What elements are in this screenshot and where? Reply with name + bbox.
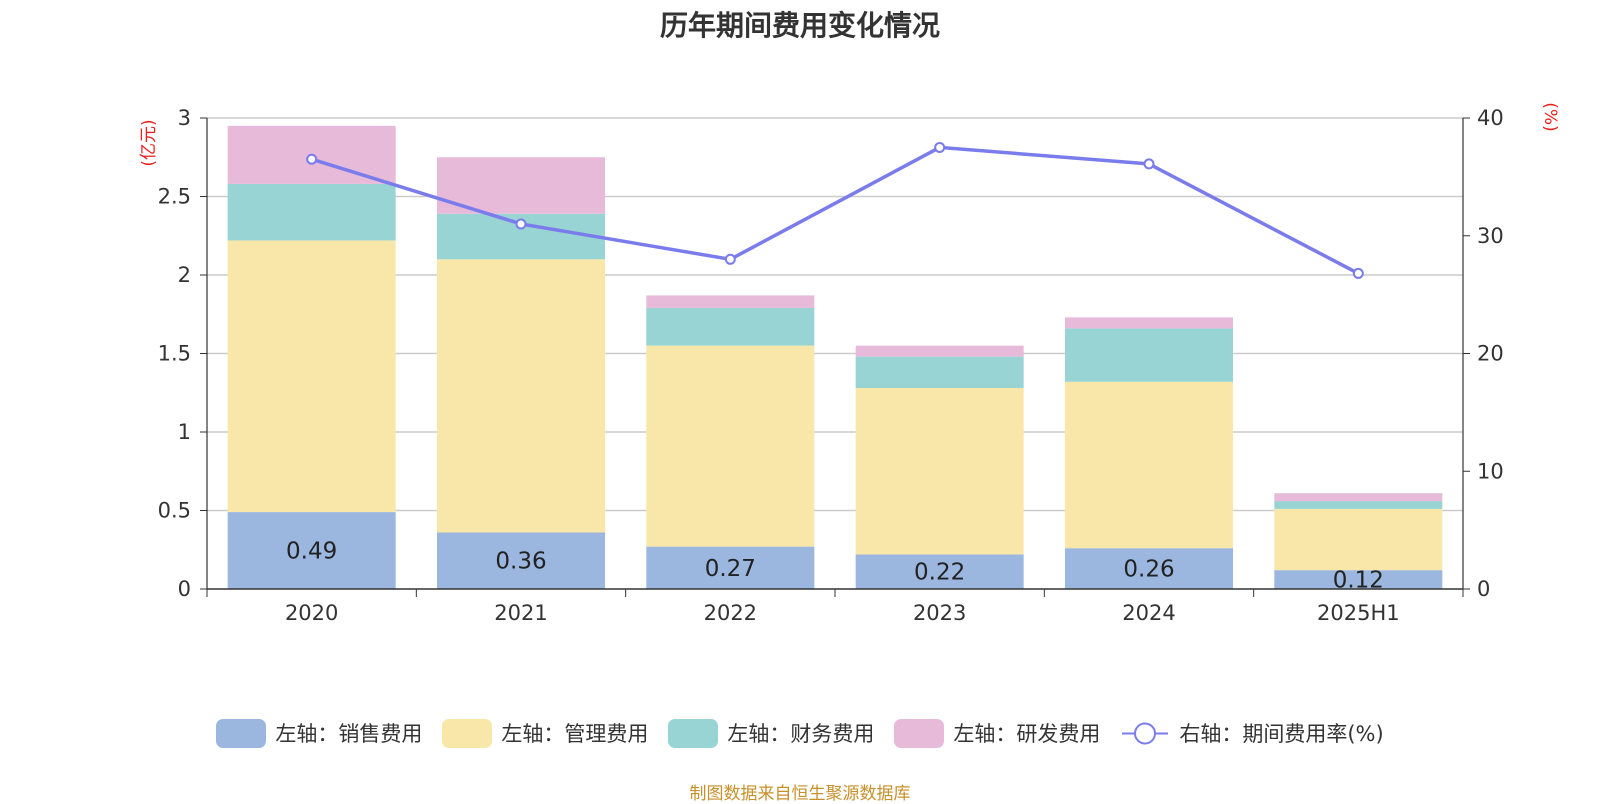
x-axis-tick-label: 2020 <box>285 601 338 625</box>
x-axis-tick-label: 2023 <box>913 601 966 625</box>
bar-segment <box>855 388 1024 555</box>
bar-data-label: 0.49 <box>286 539 337 565</box>
right-axis-tick-label: 40 <box>1477 106 1504 130</box>
legend-swatch-sales <box>216 718 267 748</box>
legend-swatch-admin <box>442 718 493 748</box>
legend-item-finance[interactable]: 左轴：财务费用 <box>668 718 874 748</box>
bar-segment <box>855 356 1024 389</box>
bar-segment <box>1274 570 1443 589</box>
bar-segment <box>227 512 396 589</box>
bar-segment <box>1065 381 1233 549</box>
bar-data-label: 0.26 <box>1123 557 1174 583</box>
bar-data-label: 0.12 <box>1333 568 1384 594</box>
legend-item-rnd[interactable]: 左轴：研发费用 <box>894 718 1100 748</box>
legend-label-sales: 左轴：销售费用 <box>275 722 423 746</box>
legend-label-rate: 右轴：期间费用率(%) <box>1179 722 1384 746</box>
x-axis-tick-label: 2024 <box>1122 601 1175 625</box>
legend: 左轴：销售费用 左轴：管理费用 左轴：财务费用 左轴：研发费用 右轴：期间费用率… <box>0 718 1600 748</box>
bar-segment <box>1065 317 1233 329</box>
left-axis-tick-label: 0 <box>178 577 191 601</box>
legend-item-rate[interactable]: 右轴：期间费用率(%) <box>1120 718 1384 748</box>
bar-segment <box>855 345 1024 357</box>
bar-segment <box>646 345 815 547</box>
left-axis-tick-label: 2.5 <box>158 185 191 209</box>
bar-segment <box>855 554 1024 589</box>
left-axis-tick-label: 3 <box>178 106 191 130</box>
rate-point <box>1143 158 1155 170</box>
bar-segment <box>1065 548 1233 589</box>
bar-data-label: 0.36 <box>495 549 546 575</box>
legend-line-icon <box>1122 722 1169 744</box>
legend-item-sales[interactable]: 左轴：销售费用 <box>216 718 422 748</box>
legend-label-finance: 左轴：财务费用 <box>727 722 875 746</box>
bar-data-label: 0.27 <box>705 556 756 582</box>
legend-label-rnd: 左轴：研发费用 <box>953 722 1101 746</box>
x-axis-tick-label: 2022 <box>704 601 757 625</box>
left-axis-tick-label: 1 <box>178 420 191 444</box>
bar-segment <box>227 183 396 241</box>
legend-label-admin: 左轴：管理费用 <box>501 722 649 746</box>
bar-segment <box>646 295 815 308</box>
x-axis-tick-label: 2025H1 <box>1317 601 1400 625</box>
bar-segment <box>227 240 396 513</box>
bar-segment <box>646 307 815 346</box>
bar-segment <box>1274 493 1443 502</box>
legend-swatch-rnd <box>894 718 945 748</box>
bar-segment <box>646 546 815 589</box>
bar-segment <box>1065 328 1233 382</box>
data-source-note: 制图数据来自恒生聚源数据库 <box>689 784 911 804</box>
right-axis-unit: (%) <box>1540 102 1560 131</box>
bar-segment <box>437 532 605 589</box>
rate-point <box>515 218 527 230</box>
right-axis-tick-label: 30 <box>1477 224 1504 248</box>
bar-segment <box>437 157 605 214</box>
rate-point <box>724 253 736 265</box>
right-axis-tick-label: 10 <box>1477 459 1504 483</box>
rate-point <box>306 153 318 165</box>
x-axis-tick-label: 2021 <box>494 601 547 625</box>
bar-segment <box>1274 501 1443 509</box>
rate-point <box>1352 267 1364 279</box>
legend-swatch-finance <box>668 718 719 748</box>
left-axis-unit: (亿元) <box>139 119 159 166</box>
chart-title: 历年期间费用变化情况 <box>659 9 940 42</box>
bar-data-label: 0.22 <box>914 560 965 586</box>
bar-segment <box>437 259 605 533</box>
left-axis-tick-label: 2 <box>178 263 191 287</box>
right-axis-tick-label: 20 <box>1477 342 1504 366</box>
rate-line <box>311 145 1360 275</box>
right-axis-tick-label: 0 <box>1477 577 1490 601</box>
rate-point <box>934 141 946 153</box>
bar-segment <box>1274 508 1443 571</box>
legend-item-admin[interactable]: 左轴：管理费用 <box>442 718 648 748</box>
left-axis-tick-label: 0.5 <box>158 499 191 523</box>
left-axis-tick-label: 1.5 <box>158 342 191 366</box>
